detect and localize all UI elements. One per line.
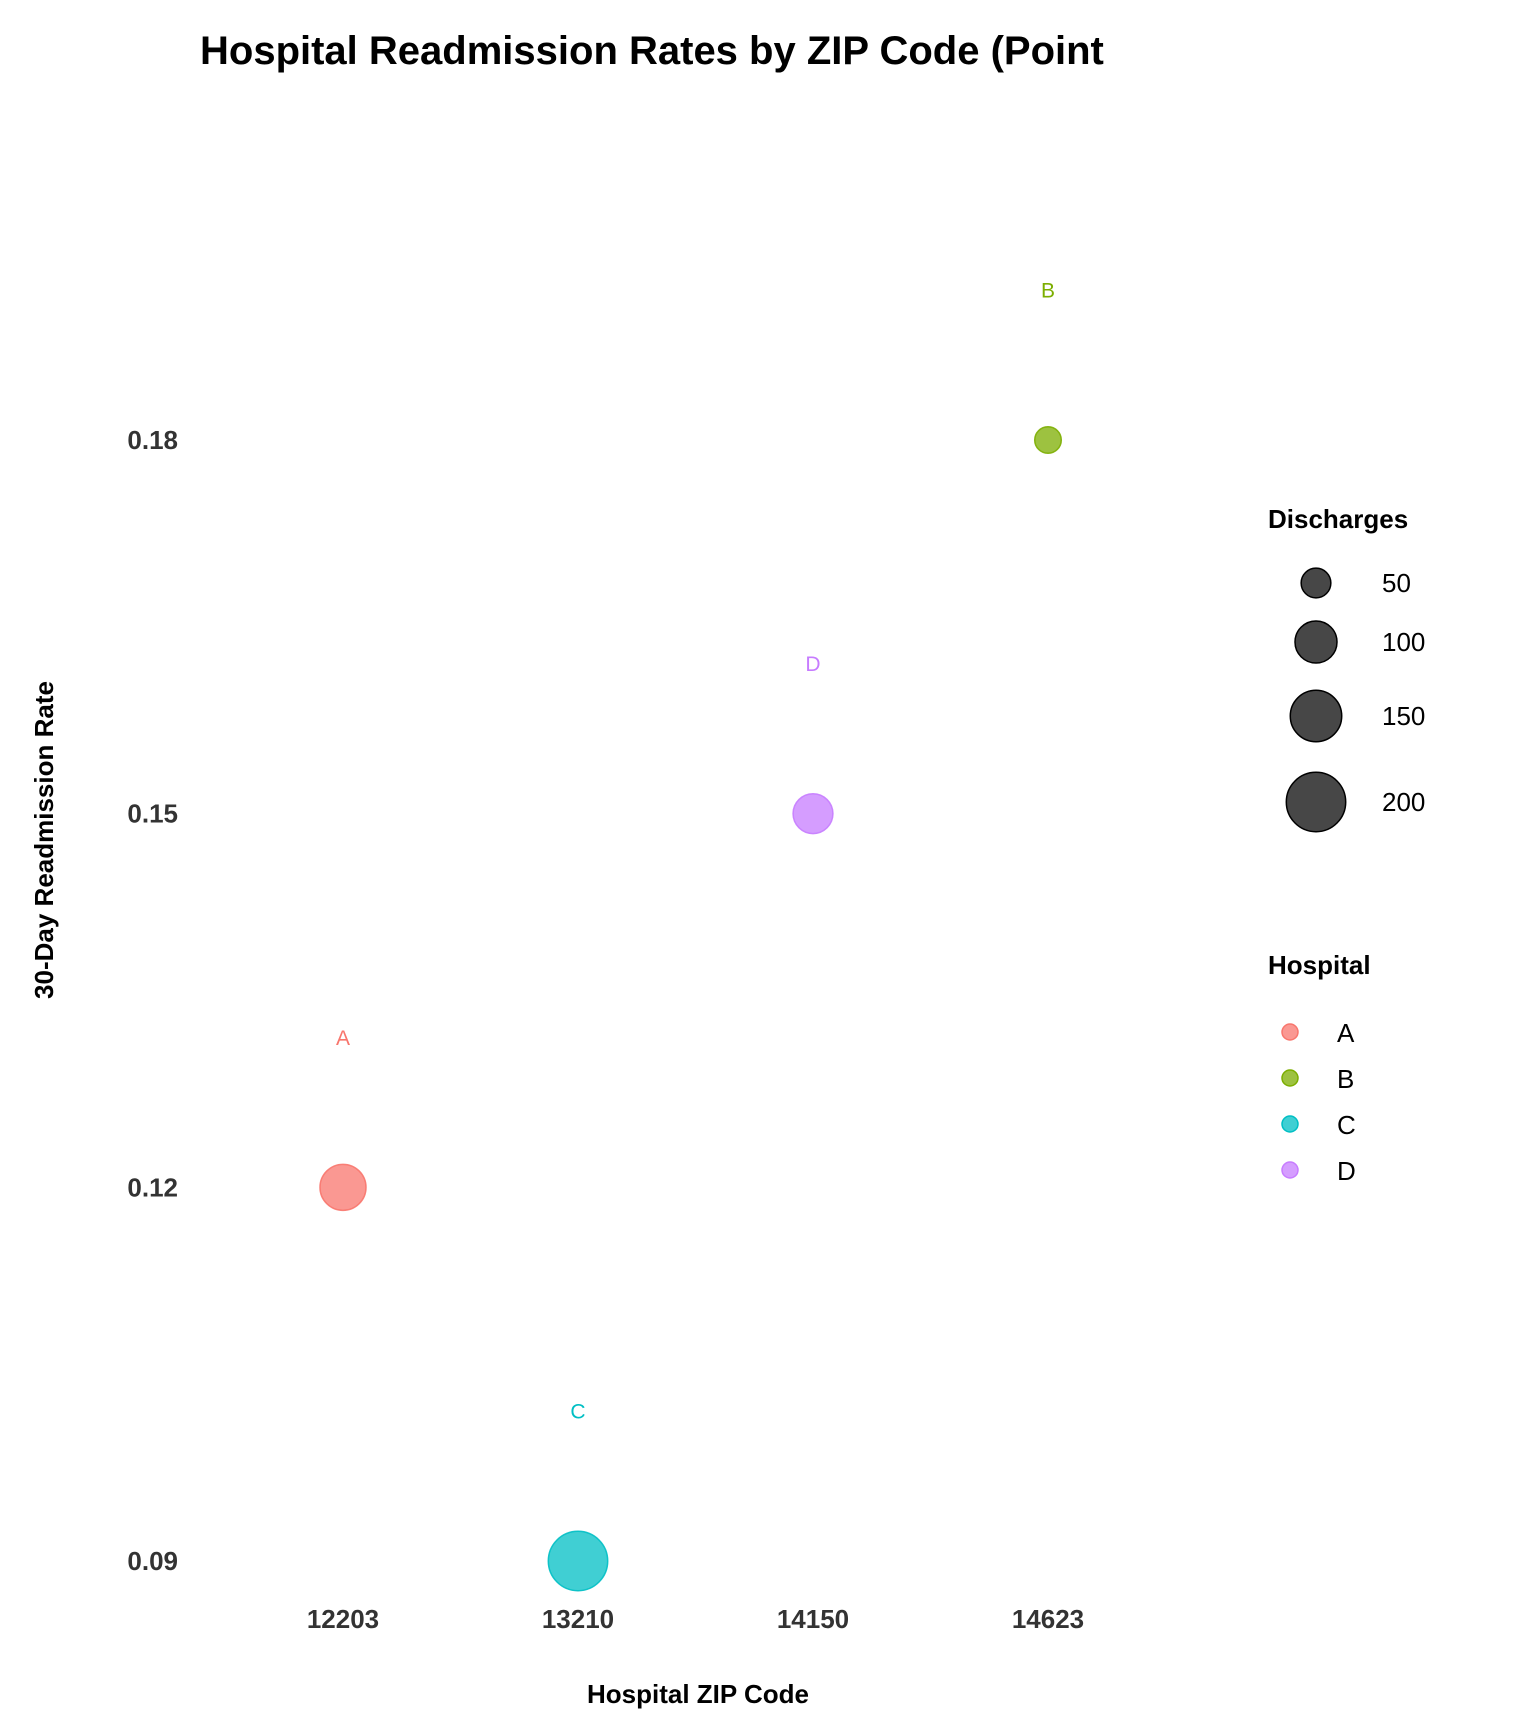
size-legend-title: Discharges xyxy=(1268,504,1408,534)
point-label: D xyxy=(805,653,820,676)
x-axis-title: Hospital ZIP Code xyxy=(587,1679,809,1709)
point-labels: A C D B xyxy=(336,280,1055,1424)
color-legend-key xyxy=(1281,1115,1299,1133)
y-tick-label: 0.09 xyxy=(127,1546,178,1576)
x-tick-label: 12203 xyxy=(307,1604,379,1634)
point-label: B xyxy=(1041,280,1055,303)
x-tick-label: 14623 xyxy=(1012,1604,1084,1634)
color-legend-key xyxy=(1281,1069,1299,1087)
data-point xyxy=(319,1163,367,1212)
size-legend-key xyxy=(1300,567,1332,599)
size-legend-label: 100 xyxy=(1382,627,1425,657)
size-legend: Discharges 50 100 150 200 xyxy=(1268,504,1425,833)
data-point xyxy=(792,792,834,835)
color-legend-label: D xyxy=(1337,1156,1356,1186)
color-legend-label: C xyxy=(1337,1110,1356,1140)
color-legend-title: Hospital xyxy=(1268,950,1371,980)
size-legend-key xyxy=(1289,689,1343,743)
y-axis-ticks: 0.09 0.12 0.15 0.18 xyxy=(127,425,178,1576)
x-tick-label: 14150 xyxy=(777,1604,849,1634)
data-points xyxy=(319,425,1063,1592)
point-label: A xyxy=(336,1027,350,1050)
x-axis-ticks: 12203 13210 14150 14623 xyxy=(307,1604,1084,1634)
y-tick-label: 0.18 xyxy=(127,425,178,455)
chart-title: Hospital Readmission Rates by ZIP Code (… xyxy=(200,29,1104,73)
point-label: C xyxy=(570,1401,585,1424)
color-legend-key xyxy=(1281,1161,1299,1179)
color-legend-label: B xyxy=(1337,1064,1354,1094)
y-tick-label: 0.12 xyxy=(127,1172,178,1202)
size-legend-label: 150 xyxy=(1382,701,1425,731)
size-legend-label: 200 xyxy=(1382,787,1425,817)
data-point xyxy=(1033,425,1063,455)
size-legend-key xyxy=(1285,771,1347,833)
y-axis-title: 30-Day Readmission Rate xyxy=(29,681,59,999)
size-legend-label: 50 xyxy=(1382,568,1411,598)
color-legend-key xyxy=(1281,1023,1299,1041)
size-legend-key xyxy=(1294,620,1338,664)
color-legend-label: A xyxy=(1337,1018,1355,1048)
data-point xyxy=(547,1530,609,1592)
y-tick-label: 0.15 xyxy=(127,799,178,829)
x-tick-label: 13210 xyxy=(542,1604,614,1634)
